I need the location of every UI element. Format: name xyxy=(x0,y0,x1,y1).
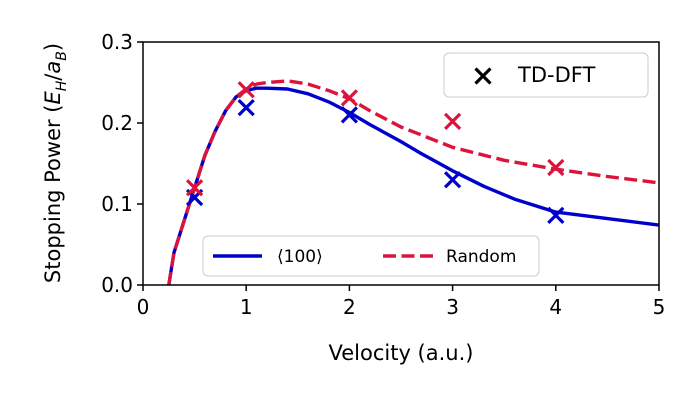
y-axis-label: Stopping Power (EH/aB) xyxy=(41,43,70,283)
series-layer xyxy=(167,79,659,285)
tddft-marker xyxy=(340,106,359,124)
tddft-marker xyxy=(185,179,204,197)
x-tick-label: 5 xyxy=(653,295,666,319)
series-line-random xyxy=(167,79,659,285)
tddft-marker xyxy=(443,171,462,189)
x-tick-label: 0 xyxy=(137,295,150,319)
tddft-marker xyxy=(237,98,255,117)
series-line-100 xyxy=(167,86,659,285)
legend-markers: TD-DFT xyxy=(443,52,649,98)
legend-lines-box xyxy=(202,235,540,277)
tddft-marker xyxy=(340,89,359,107)
y-tick-label: 0.2 xyxy=(101,111,133,135)
x-tick-label: 2 xyxy=(343,295,356,319)
x-tick-label: 3 xyxy=(446,295,459,319)
plot-frame xyxy=(142,41,660,286)
legend-line-random-label: Random xyxy=(446,247,516,267)
legend-marker-x-icon xyxy=(474,67,492,85)
legend-markers-box xyxy=(443,52,649,98)
tddft-marker xyxy=(547,158,565,177)
tick-layer: 0 1 2 3 4 5 0.0 0.1 0.2 0.3 xyxy=(101,30,665,319)
y-tick-label: 0.3 xyxy=(101,30,133,54)
y-tick-label: 0.1 xyxy=(101,192,133,216)
marker-layer xyxy=(185,81,565,224)
legend-line-100-label: ⟨100⟩ xyxy=(277,247,323,267)
x-tick-label: 4 xyxy=(549,295,562,319)
legend-markers-label: TD-DFT xyxy=(517,63,595,87)
tddft-marker xyxy=(547,206,565,224)
tddft-marker xyxy=(443,112,462,131)
y-tick-label: 0.0 xyxy=(101,273,133,297)
x-tick-label: 1 xyxy=(240,295,253,319)
legend-lines: ⟨100⟩ Random xyxy=(202,235,540,277)
tddft-marker xyxy=(237,81,255,99)
x-axis-label: Velocity (a.u.) xyxy=(329,341,474,365)
